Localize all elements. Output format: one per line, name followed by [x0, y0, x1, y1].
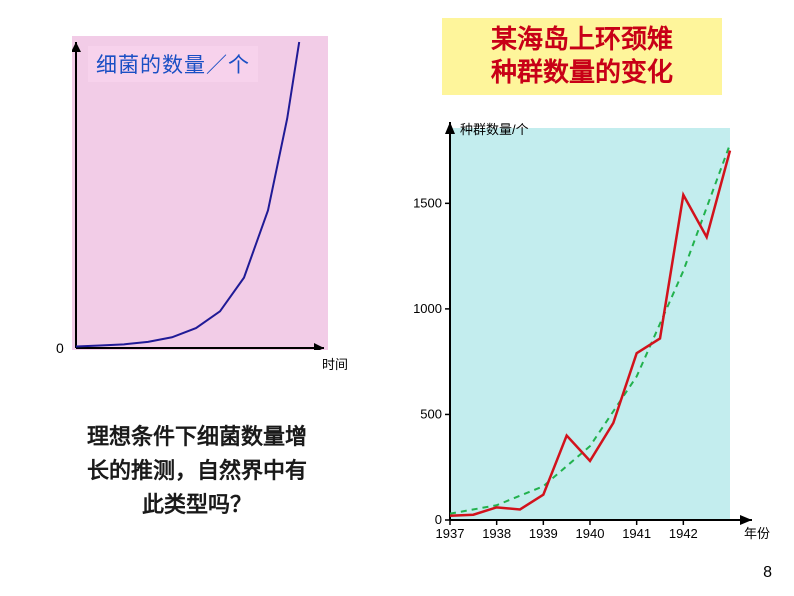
chart1-origin-label: 0	[56, 340, 64, 356]
bacteria-chart-title: 细菌的数量／个	[88, 46, 258, 82]
chart1-x-label: 时间	[322, 354, 348, 373]
svg-text:1000: 1000	[413, 301, 442, 316]
svg-text:1500: 1500	[413, 195, 442, 210]
bacteria-chart: 细菌的数量／个 0 时间	[48, 22, 348, 362]
svg-text:年份: 年份	[744, 526, 770, 541]
svg-text:种群数量/个: 种群数量/个	[460, 122, 529, 137]
bacteria-chart-svg	[72, 36, 328, 350]
right-title: 某海岛上环颈雉种群数量的变化	[442, 18, 722, 95]
svg-text:1937: 1937	[436, 526, 465, 541]
pheasant-chart-svg: 0 500 1000 1500 1937 1938 1939 1940 1941 1942 种群…	[406, 118, 776, 548]
left-caption: 理想条件下细菌数量增长的推测，自然界中有此类型吗？	[32, 420, 362, 522]
svg-text:0: 0	[435, 512, 442, 527]
svg-text:1939: 1939	[529, 526, 558, 541]
svg-text:1938: 1938	[482, 526, 511, 541]
left-chart-panel: 细菌的数量／个 0 时间	[48, 22, 348, 362]
pheasant-chart: 0 500 1000 1500 1937 1938 1939 1940 1941 1942 种群…	[406, 118, 776, 548]
svg-text:1942: 1942	[669, 526, 698, 541]
svg-text:1941: 1941	[622, 526, 651, 541]
svg-text:1940: 1940	[576, 526, 605, 541]
svg-text:500: 500	[420, 406, 442, 421]
page-number: 8	[763, 564, 772, 582]
